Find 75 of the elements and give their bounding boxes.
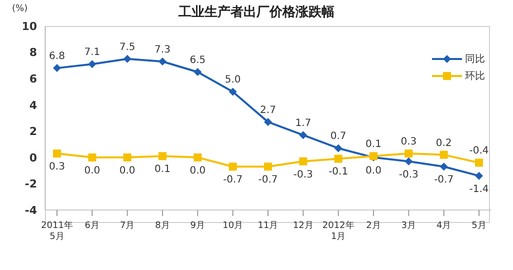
data-label: 0.2 — [436, 138, 452, 149]
y-tick-label: -4 — [24, 204, 38, 217]
data-label: -0.3 — [398, 169, 418, 180]
data-label: -1.4 — [469, 184, 489, 195]
point — [264, 118, 272, 126]
x-tick-label: 6月 — [84, 221, 100, 231]
point — [334, 154, 342, 163]
point — [264, 162, 272, 171]
data-label: 0.1 — [154, 164, 170, 176]
x-tick-label: 2012年 1月 — [322, 220, 354, 242]
data-label: -0.3 — [293, 169, 313, 180]
x-tick-label: 9月 — [190, 221, 206, 231]
data-label: 0.3 — [400, 136, 417, 148]
data-label: 1.7 — [295, 118, 312, 130]
data-label: 7.1 — [84, 47, 100, 58]
x-tick-label: 2011年 5月 — [41, 220, 73, 242]
legend-label: 同比 — [465, 52, 485, 66]
data-label: 6.5 — [190, 55, 206, 66]
point — [194, 153, 202, 162]
point — [299, 157, 308, 166]
x-tick-label: 2月 — [366, 221, 381, 231]
point — [334, 144, 342, 152]
point — [440, 150, 448, 159]
data-label: 7.3 — [154, 44, 170, 56]
data-label: 0.0 — [84, 165, 100, 176]
x-tick-label: 11月 — [258, 221, 278, 231]
x-tick-label: 5月 — [472, 221, 486, 231]
point — [158, 57, 166, 66]
point — [123, 54, 132, 63]
chart-title: 工业生产者出厂价格涨跌幅 — [178, 5, 334, 20]
data-label: 6.8 — [49, 51, 65, 62]
point — [475, 172, 483, 180]
point — [475, 158, 483, 167]
y-tick-label: -2 — [24, 178, 37, 191]
data-label: 0.1 — [366, 139, 382, 150]
data-label: 0.7 — [330, 131, 346, 142]
legend-label: 环比 — [465, 70, 485, 83]
x-tick-label: 8月 — [155, 221, 170, 231]
point — [194, 68, 202, 76]
point — [53, 64, 61, 72]
point — [404, 149, 413, 158]
y-tick-label: 6 — [29, 72, 38, 86]
point — [88, 60, 96, 68]
x-tick-label: 3月 — [401, 221, 416, 231]
point — [440, 162, 448, 171]
point — [88, 153, 96, 162]
y-tick-label: 4 — [29, 98, 38, 112]
point — [299, 131, 308, 140]
x-tick-label: 4月 — [436, 221, 452, 231]
point — [53, 149, 61, 158]
x-tick-label: 10月 — [222, 221, 244, 231]
y-axis-title: (%) — [12, 4, 28, 14]
data-label: -0.7 — [434, 174, 454, 186]
point — [123, 153, 132, 162]
data-label: 0.3 — [49, 161, 65, 172]
data-label: -0.1 — [328, 166, 348, 178]
data-label: 0.0 — [366, 165, 382, 176]
point — [404, 157, 413, 166]
data-label: 2.7 — [260, 104, 276, 116]
data-label: 0.0 — [119, 165, 136, 176]
data-label: 7.5 — [119, 42, 136, 53]
point — [158, 152, 166, 160]
y-tick-label: 0 — [29, 151, 38, 164]
data-label: 5.0 — [224, 74, 241, 86]
x-tick-label: 7月 — [120, 221, 135, 231]
y-tick-label: 10 — [22, 20, 38, 33]
data-label: -0.7 — [258, 174, 278, 186]
data-label: -0.7 — [223, 174, 243, 186]
point — [228, 162, 237, 171]
y-tick-label: 8 — [29, 46, 37, 60]
data-label: -0.4 — [469, 146, 489, 157]
x-tick-label: 12月 — [292, 221, 314, 231]
point — [228, 88, 237, 96]
y-tick-label: 2 — [29, 125, 37, 138]
data-label: 0.0 — [190, 165, 206, 176]
